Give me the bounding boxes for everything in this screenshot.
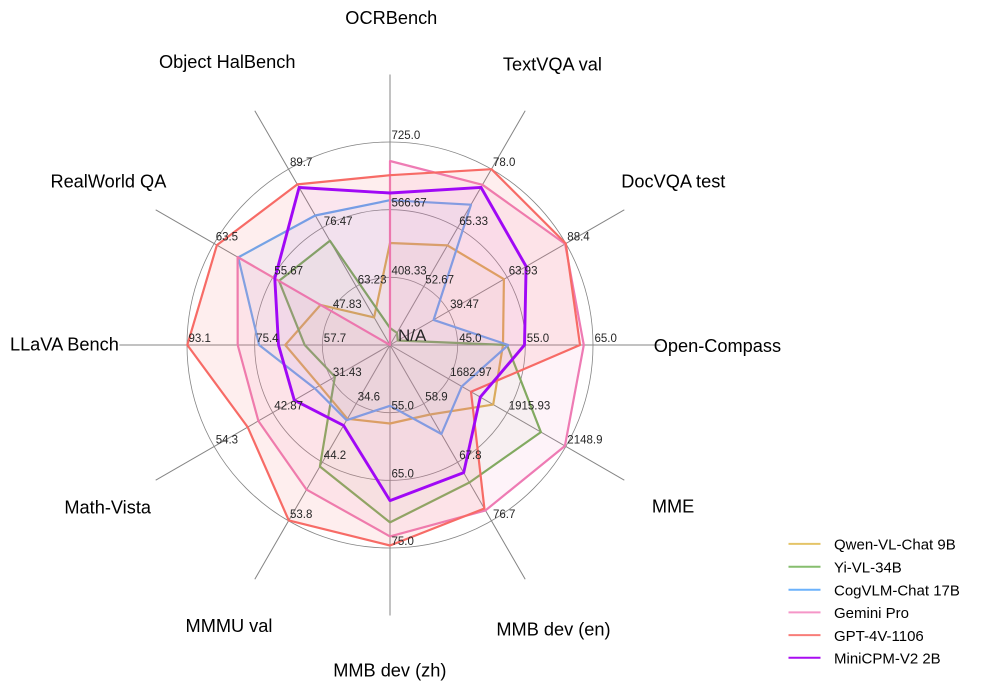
svg-text:Math-Vista: Math-Vista [64, 497, 151, 517]
svg-text:89.7: 89.7 [290, 157, 312, 169]
svg-text:RealWorld QA: RealWorld QA [50, 171, 167, 191]
svg-text:55.0: 55.0 [527, 333, 549, 345]
svg-text:MMMU val: MMMU val [186, 616, 273, 636]
svg-text:54.3: 54.3 [216, 435, 238, 447]
svg-text:LLaVA Bench: LLaVA Bench [10, 335, 119, 355]
svg-text:OCRBench: OCRBench [345, 8, 437, 28]
svg-text:725.0: 725.0 [392, 130, 421, 142]
svg-text:34.6: 34.6 [358, 392, 380, 404]
svg-text:CogVLM-Chat 17B: CogVLM-Chat 17B [834, 583, 960, 600]
svg-text:Open-Compass: Open-Compass [654, 336, 781, 356]
svg-text:67.8: 67.8 [459, 450, 481, 462]
svg-text:N/A: N/A [398, 326, 427, 345]
svg-text:55.67: 55.67 [274, 265, 303, 277]
svg-text:76.47: 76.47 [324, 216, 353, 228]
svg-text:566.67: 566.67 [392, 198, 427, 210]
svg-text:39.47: 39.47 [450, 299, 479, 311]
svg-text:MiniCPM-V2 2B: MiniCPM-V2 2B [834, 651, 941, 668]
svg-text:31.43: 31.43 [333, 367, 362, 379]
svg-text:63.23: 63.23 [358, 274, 387, 286]
svg-text:1915.93: 1915.93 [509, 401, 551, 413]
svg-text:88.4: 88.4 [567, 232, 590, 244]
svg-text:42.87: 42.87 [274, 401, 303, 413]
svg-text:Yi-VL-34B: Yi-VL-34B [834, 560, 902, 577]
svg-text:MME: MME [652, 496, 694, 516]
svg-text:Qwen-VL-Chat 9B: Qwen-VL-Chat 9B [834, 537, 956, 554]
svg-text:MMB dev (zh): MMB dev (zh) [333, 661, 446, 681]
svg-text:53.8: 53.8 [290, 509, 312, 521]
svg-text:45.0: 45.0 [459, 333, 481, 345]
svg-text:65.33: 65.33 [459, 216, 488, 228]
svg-text:GPT-4V-1106: GPT-4V-1106 [834, 628, 924, 645]
svg-text:75.4: 75.4 [256, 333, 279, 345]
svg-text:MMB dev (en): MMB dev (en) [496, 620, 610, 640]
svg-text:65.0: 65.0 [392, 468, 414, 480]
svg-text:Gemini Pro: Gemini Pro [834, 605, 909, 622]
svg-text:DocVQA test: DocVQA test [621, 172, 725, 192]
svg-text:Object HalBench: Object HalBench [159, 52, 295, 72]
svg-text:78.0: 78.0 [493, 157, 515, 169]
svg-text:75.0: 75.0 [392, 536, 414, 548]
svg-text:93.1: 93.1 [189, 333, 211, 345]
svg-text:76.7: 76.7 [493, 509, 515, 521]
svg-text:57.7: 57.7 [324, 333, 346, 345]
svg-text:58.9: 58.9 [425, 392, 447, 404]
svg-text:63.93: 63.93 [509, 265, 538, 277]
svg-text:65.0: 65.0 [595, 333, 617, 345]
svg-text:408.33: 408.33 [392, 265, 427, 277]
svg-text:2148.9: 2148.9 [567, 435, 602, 447]
svg-text:TextVQA val: TextVQA val [503, 54, 602, 74]
svg-text:1682.97: 1682.97 [450, 367, 492, 379]
svg-text:52.67: 52.67 [425, 274, 454, 286]
svg-text:44.2: 44.2 [324, 450, 346, 462]
svg-text:47.83: 47.83 [333, 299, 362, 311]
svg-text:63.5: 63.5 [216, 232, 238, 244]
svg-text:55.0: 55.0 [392, 401, 414, 413]
